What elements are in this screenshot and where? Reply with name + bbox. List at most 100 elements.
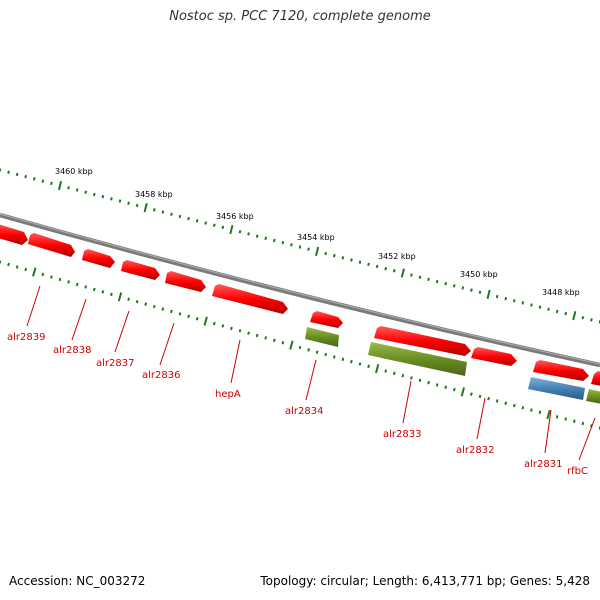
inner-minor-tick — [504, 401, 508, 405]
inner-tick-track — [0, 260, 600, 430]
outer-minor-tick — [135, 203, 139, 208]
gene-feature-alr2836b[interactable] — [165, 271, 206, 292]
inner-minor-tick — [84, 285, 88, 289]
accession-text: Accession: NC_003272 — [9, 574, 146, 588]
inner-minor-tick — [152, 304, 156, 309]
inner-minor-tick — [358, 362, 362, 366]
inner-minor-tick — [24, 267, 28, 272]
tick-label-3448: 3448 kbp — [542, 288, 580, 297]
outer-minor-tick — [384, 266, 388, 271]
outer-minor-tick — [161, 210, 165, 214]
inner-minor-tick — [230, 326, 233, 331]
gene-feature-alr2831[interactable] — [533, 360, 589, 381]
inner-major-tick — [460, 387, 465, 397]
inner-minor-tick — [281, 341, 285, 345]
outer-minor-tick — [195, 219, 199, 223]
reverse-strand-features — [305, 327, 600, 404]
outer-minor-tick — [247, 232, 250, 236]
inner-minor-tick — [315, 350, 319, 354]
outer-minor-tick — [375, 264, 379, 269]
inner-major-tick — [203, 316, 208, 326]
inner-minor-tick — [170, 309, 173, 314]
gene-feature-alr2837[interactable] — [82, 249, 115, 268]
outer-minor-tick — [281, 240, 285, 245]
outer-major-tick — [400, 268, 405, 278]
outer-minor-tick — [298, 245, 302, 249]
gene-feature-hepA[interactable] — [212, 284, 288, 314]
outer-minor-tick — [118, 199, 122, 203]
outer-minor-tick — [92, 192, 96, 197]
gene-label-alr2834: alr2834 — [285, 406, 323, 417]
outer-minor-tick — [461, 286, 465, 290]
outer-major-tick — [143, 203, 148, 213]
outer-minor-tick — [101, 194, 105, 199]
tick-label-3450: 3450 kbp — [460, 270, 498, 279]
inner-minor-tick — [7, 262, 10, 267]
inner-minor-tick — [572, 419, 576, 423]
outer-minor-tick — [538, 305, 542, 309]
tick-label-3454: 3454 kbp — [297, 233, 335, 242]
gene-feature-rfbC[interactable] — [591, 371, 600, 386]
outer-minor-tick — [521, 301, 525, 305]
outer-major-tick — [229, 224, 234, 235]
outer-minor-tick — [358, 260, 362, 264]
inner-major-tick — [32, 267, 37, 277]
outer-minor-tick — [512, 299, 516, 303]
gene-leader-lines — [26, 285, 596, 461]
outer-minor-tick — [324, 251, 328, 256]
gene-label-alr2839: alr2839 — [7, 332, 45, 343]
outer-minor-tick — [32, 177, 36, 181]
gene-feature-alr2834[interactable] — [310, 311, 343, 328]
inner-minor-tick — [538, 410, 542, 415]
outer-minor-tick — [418, 275, 422, 279]
reverse-feature-3[interactable] — [528, 377, 585, 400]
inner-minor-tick — [255, 333, 259, 338]
inner-minor-tick — [452, 387, 456, 392]
inner-minor-tick — [392, 371, 396, 376]
outer-minor-tick — [470, 288, 473, 292]
outer-minor-tick — [392, 269, 396, 273]
inner-minor-tick — [367, 364, 370, 369]
outer-minor-tick — [84, 190, 88, 194]
gene-feature-alr2838[interactable] — [28, 233, 75, 257]
inner-minor-tick — [487, 396, 490, 401]
inner-minor-tick — [187, 314, 190, 319]
inner-minor-tick — [444, 385, 448, 389]
inner-minor-tick — [564, 417, 568, 421]
reverse-feature-2[interactable] — [368, 342, 467, 376]
tick-label-3460: 3460 kbp — [55, 167, 93, 176]
outer-minor-tick — [495, 294, 499, 299]
inner-minor-tick — [144, 302, 148, 306]
gene-feature-alr2839[interactable] — [0, 224, 28, 245]
outer-minor-tick — [152, 208, 156, 212]
gene-label-hepA: hepA — [215, 389, 241, 400]
inner-minor-tick — [221, 324, 225, 328]
gene-feature-alr2833[interactable] — [374, 326, 471, 356]
outer-minor-tick — [307, 247, 310, 251]
outer-major-tick — [486, 289, 491, 299]
inner-minor-tick — [298, 345, 302, 350]
inner-minor-tick — [410, 376, 413, 380]
outer-minor-tick — [170, 212, 173, 216]
gene-feature-alr2836[interactable] — [121, 260, 160, 280]
genome-backbone-highlight — [0, 213, 600, 365]
inner-minor-tick — [161, 307, 165, 311]
reverse-feature-1[interactable] — [305, 327, 339, 347]
outer-minor-tick — [350, 258, 353, 262]
inner-minor-tick — [75, 282, 79, 287]
outer-minor-tick — [367, 262, 370, 267]
inner-minor-tick — [384, 369, 388, 373]
outer-minor-tick — [238, 230, 242, 234]
map-title: Nostoc sp. PCC 7120, complete genome — [169, 9, 431, 24]
outer-minor-tick — [504, 296, 508, 301]
outer-minor-tick — [264, 236, 268, 241]
topology-text: Topology: circular; Length: 6,413,771 bp… — [260, 574, 590, 588]
outer-minor-tick — [332, 253, 336, 258]
inner-minor-tick — [341, 357, 345, 362]
outer-minor-tick — [212, 223, 216, 227]
reverse-feature-4[interactable] — [586, 389, 600, 404]
gene-feature-alr2832[interactable] — [471, 347, 517, 366]
inner-minor-tick — [272, 338, 276, 343]
inner-minor-tick — [427, 380, 430, 385]
outer-minor-tick — [427, 277, 430, 282]
